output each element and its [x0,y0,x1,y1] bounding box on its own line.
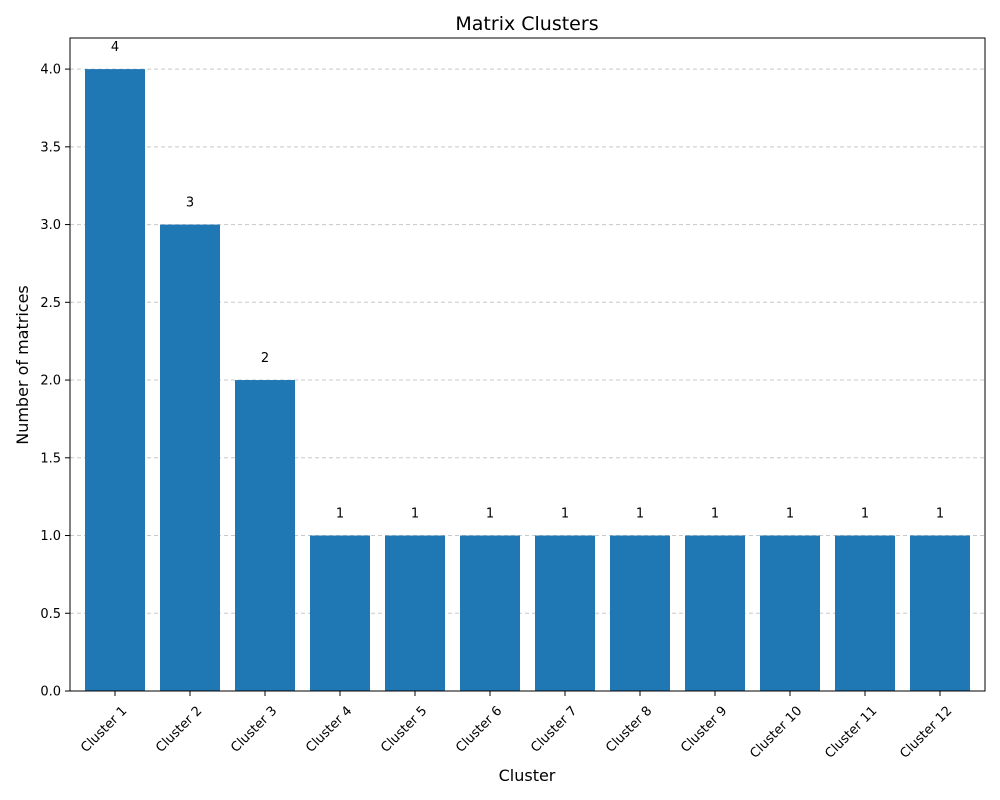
x-tick-label: Cluster 4 [303,704,355,756]
y-tick-label: 1.5 [40,451,61,466]
data-labels: 4 3 2 1 1 1 1 1 1 1 1 1 [111,40,944,521]
x-tick-label: Cluster 9 [678,704,730,756]
plot-frame [69,37,986,692]
bar [460,535,520,691]
bar [385,535,445,691]
x-tick-label: Cluster 5 [378,704,430,756]
y-tick-label: 4.0 [40,63,61,78]
data-label: 1 [936,507,944,522]
data-label: 1 [411,507,419,522]
bar [85,69,145,692]
bar [685,535,745,691]
data-label: 1 [786,507,794,522]
x-tick-label: Cluster 6 [453,704,505,756]
x-tick-label: Cluster 11 [822,704,880,762]
data-label: 1 [336,507,344,522]
data-label: 1 [861,507,869,522]
data-label: 3 [186,196,194,211]
chart-title: Matrix Clusters [455,13,598,35]
bar [235,380,295,691]
bar [910,535,970,691]
y-axis-title: Number of matrices [13,285,32,445]
y-tick-label: 2.0 [40,374,61,389]
x-tick-label: Cluster 2 [153,704,205,756]
bar [760,535,820,691]
y-tick-label: 3.5 [40,140,61,155]
bar [835,535,895,691]
data-label: 4 [111,40,119,55]
data-label: 1 [711,507,719,522]
data-label: 1 [486,507,494,522]
bar [610,535,670,691]
y-tick-label: 1.0 [40,529,61,544]
x-tick-label: Cluster 10 [747,704,805,762]
x-axis-ticks: Cluster 1 Cluster 2 Cluster 3 Cluster 4 Clus… [78,691,955,762]
y-tick-label: 3.0 [40,218,61,233]
data-label: 2 [261,351,269,366]
data-label: 1 [561,507,569,522]
x-tick-label: Cluster 12 [897,704,955,762]
x-tick-label: Cluster 3 [228,704,280,756]
bar [535,535,595,691]
y-tick-label: 2.5 [40,296,61,311]
bar [160,224,220,692]
x-axis-title: Cluster [499,766,556,785]
x-tick-label: Cluster 1 [78,704,130,756]
data-label: 1 [636,507,644,522]
y-tick-label: 0.0 [40,685,61,700]
grid-lines [70,68,985,614]
y-tick-label: 0.5 [40,607,61,622]
x-tick-label: Cluster 8 [603,704,655,756]
bar [310,535,370,691]
bars [85,69,970,692]
y-axis-ticks: 0.0 0.5 1.0 1.5 2.0 2.5 3.0 3.5 4.0 [40,63,70,700]
x-tick-label: Cluster 7 [528,704,580,756]
